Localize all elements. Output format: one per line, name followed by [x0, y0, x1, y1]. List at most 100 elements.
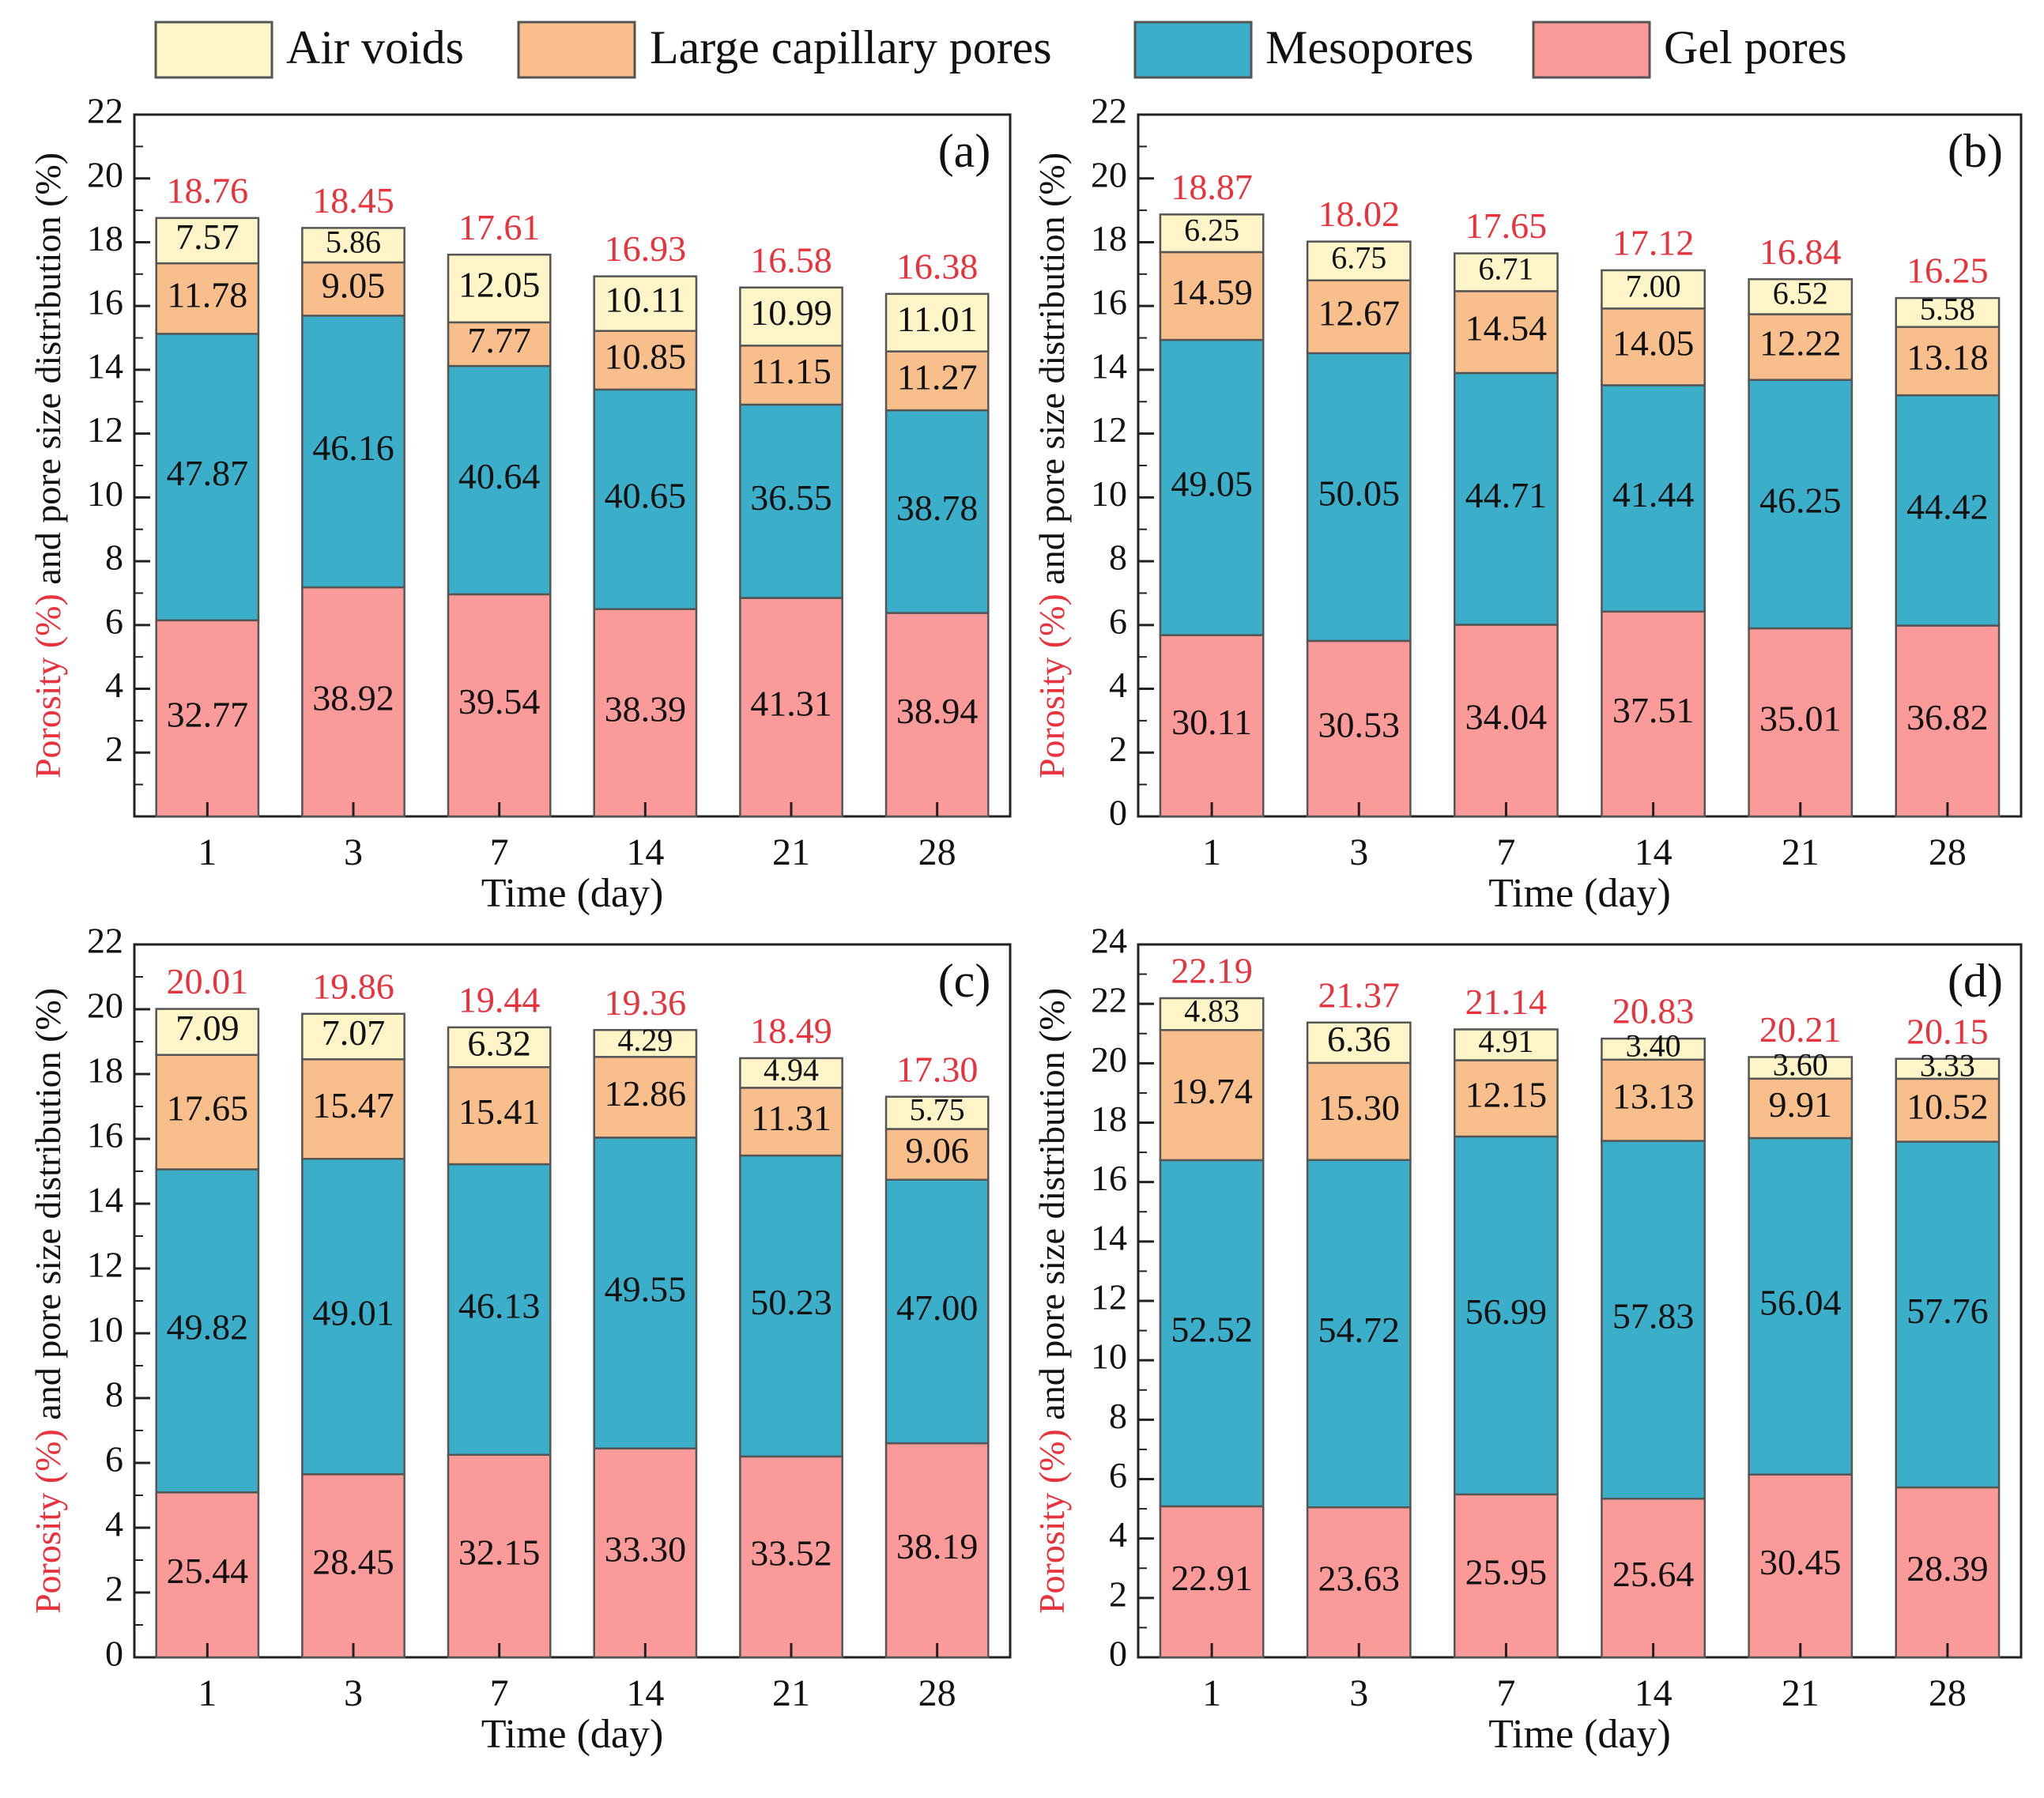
x-tick-label: 1 [1202, 831, 1221, 873]
y-tick-label: 0 [1109, 793, 1127, 833]
bar-segment-large-capillary-pores [884, 1128, 990, 1181]
y-tick-label: 0 [105, 1634, 123, 1674]
y-axis-title: Porosity (%) and pore size distribution … [1031, 153, 1072, 778]
data-label: 4.29 [617, 1022, 673, 1057]
y-tick-label: 2 [1109, 1574, 1127, 1614]
bar-segment-mesopores [884, 409, 990, 614]
data-label: 30.11 [1171, 702, 1252, 742]
y-tick-label: 6 [105, 1439, 123, 1479]
y-tick-label: 12 [1091, 409, 1127, 450]
data-label: 11.01 [897, 299, 978, 339]
bar-segment-gel-pores [739, 597, 843, 818]
data-label: 10.99 [750, 292, 832, 333]
x-tick-label: 7 [1496, 1672, 1515, 1714]
data-label: 34.04 [1465, 696, 1548, 737]
bar-segment-large-capillary-pores [447, 1066, 552, 1166]
x-tick-label: 1 [198, 1672, 217, 1714]
y-tick-label: 14 [1091, 345, 1127, 386]
bar-segment-mesopores [1454, 1135, 1559, 1496]
bar-segment-air-voids [1748, 278, 1854, 315]
legend-label-2: Mesopores [1265, 21, 1473, 74]
x-tick-label: 28 [918, 831, 956, 873]
bar-segment-gel-pores [1306, 1506, 1412, 1659]
data-label: 49.01 [312, 1292, 394, 1332]
bar-segment-gel-pores [1601, 610, 1706, 818]
panel-label: (a) [938, 125, 991, 177]
legend: Air voids Large capillary pores Mesopores G… [154, 21, 1847, 79]
bar-segment-mesopores [155, 333, 260, 622]
bar-segment-mesopores [1601, 384, 1706, 613]
data-label: 15.41 [458, 1091, 541, 1132]
bar-segment-air-voids [593, 1028, 698, 1058]
data-label: 6.71 [1478, 251, 1533, 287]
total-label: 22.19 [1171, 951, 1253, 991]
bar-segment-large-capillary-pores [1454, 290, 1559, 375]
x-tick-label: 21 [1782, 1672, 1820, 1714]
bar-segment-mesopores [1748, 1136, 1854, 1476]
bar-segment-mesopores [1748, 379, 1854, 630]
bar-segment-air-voids [1454, 252, 1559, 292]
data-label: 49.05 [1171, 463, 1253, 503]
y-tick-label: 14 [87, 345, 123, 386]
y-tick-label: 18 [87, 218, 123, 258]
data-label: 52.52 [1171, 1309, 1253, 1349]
data-label: 9.91 [1769, 1084, 1833, 1125]
bar-segment-air-voids [884, 292, 990, 352]
data-label: 22.91 [1171, 1558, 1253, 1598]
bar-segment-large-capillary-pores [1601, 307, 1706, 386]
data-label: 11.15 [751, 351, 832, 391]
data-label: 56.99 [1465, 1291, 1548, 1332]
y-tick-label: 14 [87, 1180, 123, 1220]
x-tick-label: 1 [198, 831, 217, 873]
total-label: 17.12 [1612, 223, 1695, 263]
total-label: 19.86 [312, 966, 394, 1006]
data-label: 50.23 [750, 1282, 832, 1322]
total-label: 20.01 [167, 961, 249, 1001]
legend-swatch-0 [154, 21, 273, 79]
bar-segment-air-voids [1748, 1056, 1854, 1080]
data-label: 6.32 [467, 1023, 531, 1064]
bar-segment-large-capillary-pores [155, 1054, 260, 1170]
bar-segment-air-voids [155, 217, 260, 265]
panel-2: 0 2 4 6 8 10 12 14 16 18 20 22 25.44 49.82 17.65 7.09 20… [28, 921, 1012, 1757]
data-label: 49.82 [167, 1306, 249, 1347]
data-label: 50.05 [1318, 473, 1401, 513]
y-tick-label: 18 [87, 1050, 123, 1091]
y-axis-title-distribution: and pore size distribution (%) [1031, 988, 1072, 1429]
panel-0: 2 4 6 8 10 12 14 16 18 20 22 32.77 47.87 11.78 7.57 18.… [28, 91, 1012, 916]
data-label: 38.78 [896, 488, 979, 528]
x-axis-title: Time (day) [1488, 871, 1671, 916]
bar-segment-gel-pores [1895, 624, 2001, 818]
x-axis-title: Time (day) [1488, 1712, 1671, 1757]
y-tick-label: 22 [87, 921, 123, 961]
bar-segment-air-voids [1601, 269, 1706, 310]
y-tick-label: 20 [1091, 1039, 1127, 1080]
bar-segment-mesopores [301, 315, 405, 589]
data-label: 28.39 [1906, 1548, 1989, 1589]
data-label: 54.72 [1318, 1310, 1401, 1350]
bar-segment-mesopores [884, 1178, 990, 1445]
bar-segment-air-voids [1159, 213, 1265, 254]
y-tick-label: 6 [105, 601, 123, 641]
bar-segment-large-capillary-pores [1159, 1029, 1265, 1162]
y-tick-label: 16 [87, 1115, 123, 1155]
x-tick-label: 3 [344, 1672, 363, 1714]
panel-label: (c) [938, 955, 991, 1007]
data-label: 41.44 [1612, 474, 1695, 515]
data-label: 32.15 [458, 1532, 541, 1572]
bar-segment-air-voids [739, 286, 843, 347]
bar-segment-air-voids [1895, 1057, 2001, 1080]
data-label: 44.71 [1465, 475, 1548, 515]
data-label: 11.31 [751, 1098, 832, 1138]
bar-segment-large-capillary-pores [593, 330, 698, 391]
data-label: 6.36 [1327, 1019, 1391, 1059]
x-tick-label: 28 [1929, 831, 1967, 873]
x-tick-label: 7 [490, 831, 509, 873]
y-axis-title-distribution: and pore size distribution (%) [1031, 153, 1072, 594]
y-tick-label: 22 [87, 91, 123, 131]
data-label: 25.95 [1465, 1551, 1548, 1592]
bar-segment-air-voids [1454, 1028, 1559, 1061]
data-label: 37.51 [1612, 690, 1695, 730]
data-label: 38.94 [896, 691, 979, 731]
y-tick-label: 4 [105, 1504, 123, 1544]
